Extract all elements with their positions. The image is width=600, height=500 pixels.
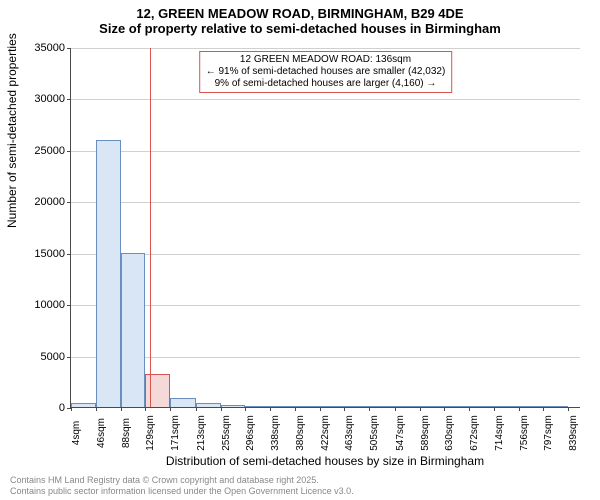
x-tick-mark bbox=[420, 407, 421, 411]
histogram-bar bbox=[344, 406, 369, 407]
x-tick-mark bbox=[444, 407, 445, 411]
x-tick-mark bbox=[344, 407, 345, 411]
x-tick-mark bbox=[196, 407, 197, 411]
histogram-bar bbox=[121, 253, 145, 407]
footer-attribution: Contains HM Land Registry data © Crown c… bbox=[10, 475, 354, 496]
annotation-line3: 9% of semi-detached houses are larger (4… bbox=[206, 78, 446, 90]
y-tick-label: 20000 bbox=[34, 196, 65, 208]
x-tick-label: 255sqm bbox=[221, 415, 232, 451]
x-tick-mark bbox=[295, 407, 296, 411]
x-tick-label: 505sqm bbox=[369, 415, 380, 451]
gridline bbox=[71, 99, 580, 100]
gridline bbox=[71, 305, 580, 306]
chart-subtitle: Size of property relative to semi-detach… bbox=[0, 21, 600, 40]
histogram-bar bbox=[395, 406, 420, 407]
histogram-bar bbox=[320, 406, 344, 407]
gridline bbox=[71, 202, 580, 203]
x-tick-label: 380sqm bbox=[295, 415, 306, 451]
annotation-line2: ← 91% of semi-detached houses are smalle… bbox=[206, 66, 446, 78]
plot-area: 12 GREEN MEADOW ROAD: 136sqm ← 91% of se… bbox=[70, 48, 580, 408]
x-tick-mark bbox=[469, 407, 470, 411]
x-tick-mark bbox=[320, 407, 321, 411]
x-tick-mark bbox=[568, 407, 569, 411]
x-tick-label: 714sqm bbox=[494, 415, 505, 451]
x-tick-mark bbox=[145, 407, 146, 411]
x-tick-mark bbox=[170, 407, 171, 411]
histogram-bar bbox=[519, 406, 543, 407]
chart-container: 12, GREEN MEADOW ROAD, BIRMINGHAM, B29 4… bbox=[0, 0, 600, 500]
x-tick-label: 338sqm bbox=[270, 415, 281, 451]
y-tick-label: 15000 bbox=[34, 248, 65, 260]
y-tick-label: 0 bbox=[59, 402, 65, 414]
x-tick-mark bbox=[519, 407, 520, 411]
histogram-bar bbox=[270, 406, 295, 407]
chart-title: 12, GREEN MEADOW ROAD, BIRMINGHAM, B29 4… bbox=[0, 0, 600, 21]
x-tick-mark bbox=[245, 407, 246, 411]
x-axis-label: Distribution of semi-detached houses by … bbox=[70, 454, 580, 468]
x-tick-label: 756sqm bbox=[519, 415, 530, 451]
footer-line1: Contains HM Land Registry data © Crown c… bbox=[10, 475, 354, 485]
plot-inner: 12 GREEN MEADOW ROAD: 136sqm ← 91% of se… bbox=[70, 48, 580, 408]
histogram-bar bbox=[170, 398, 195, 407]
x-tick-mark bbox=[71, 407, 72, 411]
y-tick-label: 30000 bbox=[34, 93, 65, 105]
x-tick-label: 672sqm bbox=[469, 415, 480, 451]
x-tick-label: 463sqm bbox=[344, 415, 355, 451]
x-tick-label: 296sqm bbox=[245, 415, 256, 451]
histogram-bar bbox=[494, 406, 519, 407]
gridline bbox=[71, 48, 580, 49]
x-tick-mark bbox=[543, 407, 544, 411]
histogram-bar bbox=[369, 406, 394, 407]
y-tick-label: 5000 bbox=[41, 351, 65, 363]
x-tick-mark bbox=[395, 407, 396, 411]
x-tick-label: 547sqm bbox=[395, 415, 406, 451]
histogram-bar bbox=[543, 406, 568, 407]
histogram-bar bbox=[444, 406, 469, 407]
histogram-bar bbox=[71, 403, 96, 407]
histogram-bar bbox=[196, 403, 221, 407]
x-tick-label: 129sqm bbox=[145, 415, 156, 451]
x-tick-mark bbox=[494, 407, 495, 411]
y-axis-label: Number of semi-detached properties bbox=[5, 33, 19, 228]
x-tick-label: 4sqm bbox=[71, 421, 82, 445]
x-tick-mark bbox=[121, 407, 122, 411]
x-tick-label: 46sqm bbox=[96, 418, 107, 448]
histogram-bar bbox=[245, 406, 270, 407]
x-tick-label: 589sqm bbox=[420, 415, 431, 451]
histogram-bar bbox=[420, 406, 444, 407]
y-tick-label: 35000 bbox=[34, 42, 65, 54]
histogram-bar bbox=[96, 140, 121, 407]
reference-line bbox=[150, 48, 151, 407]
y-tick-label: 25000 bbox=[34, 145, 65, 157]
x-tick-label: 839sqm bbox=[568, 415, 579, 451]
y-tick-label: 10000 bbox=[34, 299, 65, 311]
annotation-line1: 12 GREEN MEADOW ROAD: 136sqm bbox=[206, 54, 446, 66]
x-tick-mark bbox=[270, 407, 271, 411]
gridline bbox=[71, 151, 580, 152]
histogram-bar bbox=[295, 406, 320, 407]
x-tick-label: 422sqm bbox=[320, 415, 331, 451]
x-tick-mark bbox=[369, 407, 370, 411]
annotation-box: 12 GREEN MEADOW ROAD: 136sqm ← 91% of se… bbox=[199, 51, 453, 93]
histogram-bar bbox=[469, 406, 494, 407]
x-tick-label: 797sqm bbox=[543, 415, 554, 451]
x-tick-label: 630sqm bbox=[444, 415, 455, 451]
x-tick-label: 171sqm bbox=[170, 415, 181, 451]
x-tick-label: 88sqm bbox=[121, 418, 132, 448]
x-tick-label: 213sqm bbox=[196, 415, 207, 451]
x-tick-mark bbox=[96, 407, 97, 411]
footer-line2: Contains public sector information licen… bbox=[10, 486, 354, 496]
gridline bbox=[71, 357, 580, 358]
x-tick-mark bbox=[221, 407, 222, 411]
histogram-bar bbox=[221, 405, 245, 407]
gridline bbox=[71, 254, 580, 255]
